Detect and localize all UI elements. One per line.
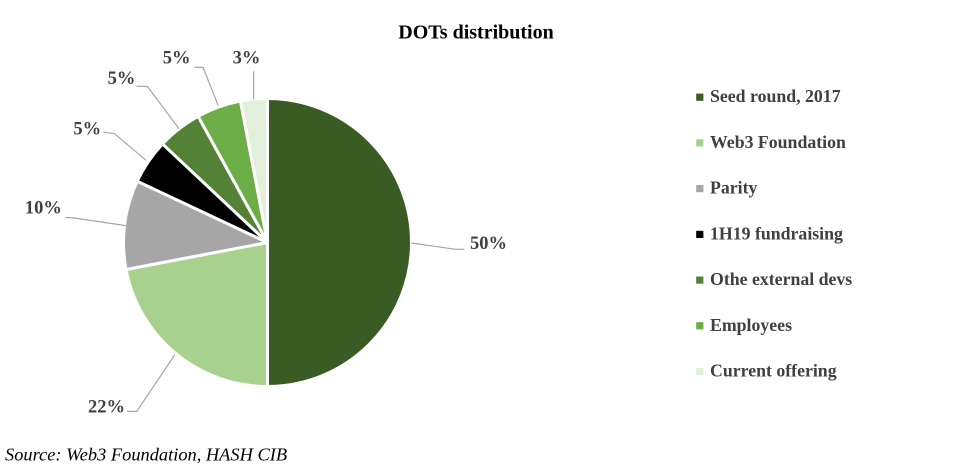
svg-text:Source: Web3 Foundation, HASH: Source: Web3 Foundation, HASH CIB — [5, 444, 287, 464]
svg-text:3%: 3% — [233, 49, 261, 69]
svg-text:Current offering: Current offering — [710, 361, 837, 381]
svg-text:22%: 22% — [88, 397, 125, 417]
svg-text:Seed round, 2017: Seed round, 2017 — [710, 86, 841, 106]
svg-text:5%: 5% — [163, 49, 191, 69]
svg-text:DOTs distribution: DOTs distribution — [398, 21, 553, 43]
svg-text:Employees: Employees — [710, 315, 792, 335]
svg-text:50%: 50% — [470, 234, 507, 254]
svg-text:10%: 10% — [25, 199, 62, 219]
svg-text:Parity: Parity — [710, 178, 758, 198]
svg-text:Web3 Foundation: Web3 Foundation — [710, 132, 846, 152]
svg-text:1H19 fundraising: 1H19 fundraising — [710, 223, 843, 243]
svg-text:Othe external devs: Othe external devs — [710, 269, 852, 289]
svg-text:5%: 5% — [108, 69, 136, 89]
svg-text:5%: 5% — [73, 120, 101, 140]
